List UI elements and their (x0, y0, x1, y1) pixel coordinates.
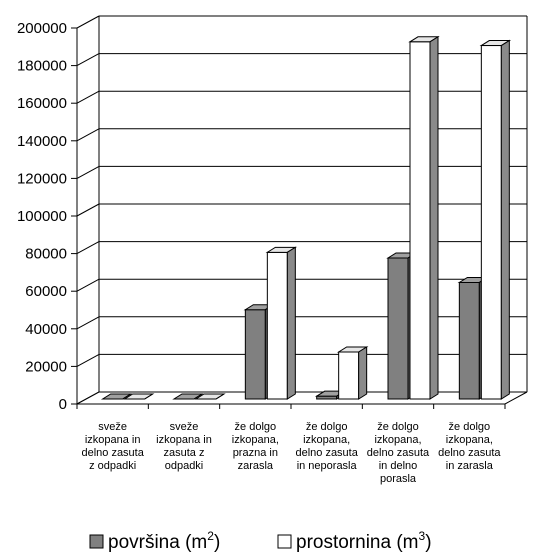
bar-povrsina (172, 393, 204, 400)
bar-side (358, 346, 368, 400)
legend-label-sup: 3 (419, 529, 426, 543)
x-category-label-line: prazna in (233, 447, 278, 459)
x-category-label-line: že dolgo (449, 421, 491, 433)
x-category-label-line: in neporasla (297, 460, 358, 472)
gridline-side (76, 128, 100, 142)
gridline-side (76, 15, 100, 29)
x-category-label-line: delno zasuta (295, 447, 358, 459)
x-category-label: že dolgo izkopana, delno zasuta in delno por… (367, 421, 430, 485)
gridline-side (76, 90, 100, 104)
x-category-label-line: sveže (98, 421, 127, 433)
x-category-label-line: in delno (379, 460, 418, 472)
bar-side (193, 393, 203, 400)
y-tick-label: 180000 (17, 58, 67, 75)
y-tick-label: 160000 (17, 95, 67, 112)
legend-label: površina (m2) (108, 529, 220, 553)
x-category-label-line: sveže (170, 421, 199, 433)
bar-prostornina (265, 246, 298, 400)
bar-povrsina (100, 393, 133, 400)
x-category-label-line: porasla (380, 473, 417, 485)
bar-side (144, 393, 153, 400)
gridline-side (76, 316, 100, 330)
gridline-side (76, 165, 100, 179)
x-category-label: sveže izkopana in delno zasuta z odpadki (81, 421, 144, 472)
x-category-label-line: že dolgo (235, 421, 277, 433)
bars (100, 35, 512, 400)
x-category-label-line: in zarasla (446, 460, 494, 472)
gridline-side (76, 203, 100, 217)
bar-front (387, 257, 409, 400)
legend-label-close: ) (425, 532, 431, 553)
gridline-side (76, 241, 100, 255)
legend-label-close: ) (214, 532, 220, 553)
bar-prostornina (479, 39, 512, 400)
y-tick-label: 80000 (25, 246, 67, 263)
x-category-label-line: odpadki (165, 460, 204, 472)
y-tick-label: 200000 (17, 20, 67, 37)
y-tick-label: 120000 (17, 170, 67, 187)
x-category-label-line: izkopana, (303, 434, 350, 446)
x-category-label: že dolgo izkopana, prazna in zarasla (232, 421, 279, 472)
bar-side (500, 39, 510, 400)
bar-front (338, 351, 360, 400)
legend-label-sup: 2 (207, 529, 214, 543)
bar-side (122, 393, 131, 400)
x-category-label-line: delno zasuta (438, 447, 501, 459)
y-tick-label: 100000 (17, 208, 67, 225)
bar-front (266, 251, 288, 400)
bar-front (480, 45, 502, 400)
x-category-label-line: z odpadki (89, 460, 136, 472)
x-category-label-line: delno zasuta (81, 447, 144, 459)
bar-prostornina (336, 346, 369, 400)
x-category-label-line: izkopana in (156, 434, 212, 446)
y-tick-label: 140000 (17, 133, 67, 150)
bar-front (409, 41, 431, 400)
x-category-label-line: izkopana, (232, 434, 279, 446)
legend: površina (m2) prostornina (m3) (89, 529, 432, 553)
bar-side (215, 393, 225, 400)
x-category-label-line: izkopana in (85, 434, 141, 446)
legend-item-povrsina: površina (m2) (89, 529, 220, 553)
legend-label: prostornina (m3) (296, 529, 432, 553)
bar-side (286, 246, 296, 400)
legend-item-prostornina: prostornina (m3) (277, 529, 432, 553)
legend-swatch (277, 534, 292, 549)
x-category-label: sveže izkopana in zasuta z odpadki (156, 421, 212, 472)
gridline-side (76, 353, 100, 367)
x-category-label-line: zarasla (238, 460, 274, 472)
bar-side (429, 35, 439, 400)
x-category-label-line: delno zasuta (367, 447, 430, 459)
x-category-label-line: izkopana, (374, 434, 421, 446)
x-category-label: že dolgo izkopana, delno zasuta in zarasla (438, 421, 501, 472)
x-category-label-line: že dolgo (306, 421, 348, 433)
x-category-label-line: izkopana, (446, 434, 493, 446)
gridlines (76, 15, 527, 405)
gridline-side (76, 278, 100, 292)
y-axis-ticks: 0 20000 40000 60000 80000 100000 120000 140000 1… (17, 20, 77, 413)
y-tick-label: 40000 (25, 321, 67, 338)
x-category-label-line: že dolgo (377, 421, 419, 433)
legend-swatch (89, 534, 104, 549)
bar-front (244, 309, 266, 400)
y-tick-label: 60000 (25, 283, 67, 300)
bar-front (458, 281, 480, 400)
bar-prostornina (408, 35, 440, 400)
x-category-label: že dolgo izkopana, delno zasuta in neporasl… (295, 421, 358, 472)
bar-prostornina (194, 393, 226, 400)
y-tick-label: 0 (59, 396, 67, 413)
gridline-side (76, 53, 100, 67)
legend-label-text: prostornina (m (296, 532, 419, 553)
y-tick-label: 20000 (25, 358, 67, 375)
x-category-label-line: zasuta z (164, 447, 205, 459)
x-axis-category-labels: sveže izkopana in delno zasuta z odpadkisve… (76, 404, 506, 485)
legend-label-text: površina (m (108, 532, 207, 553)
bar-prostornina (122, 393, 155, 400)
